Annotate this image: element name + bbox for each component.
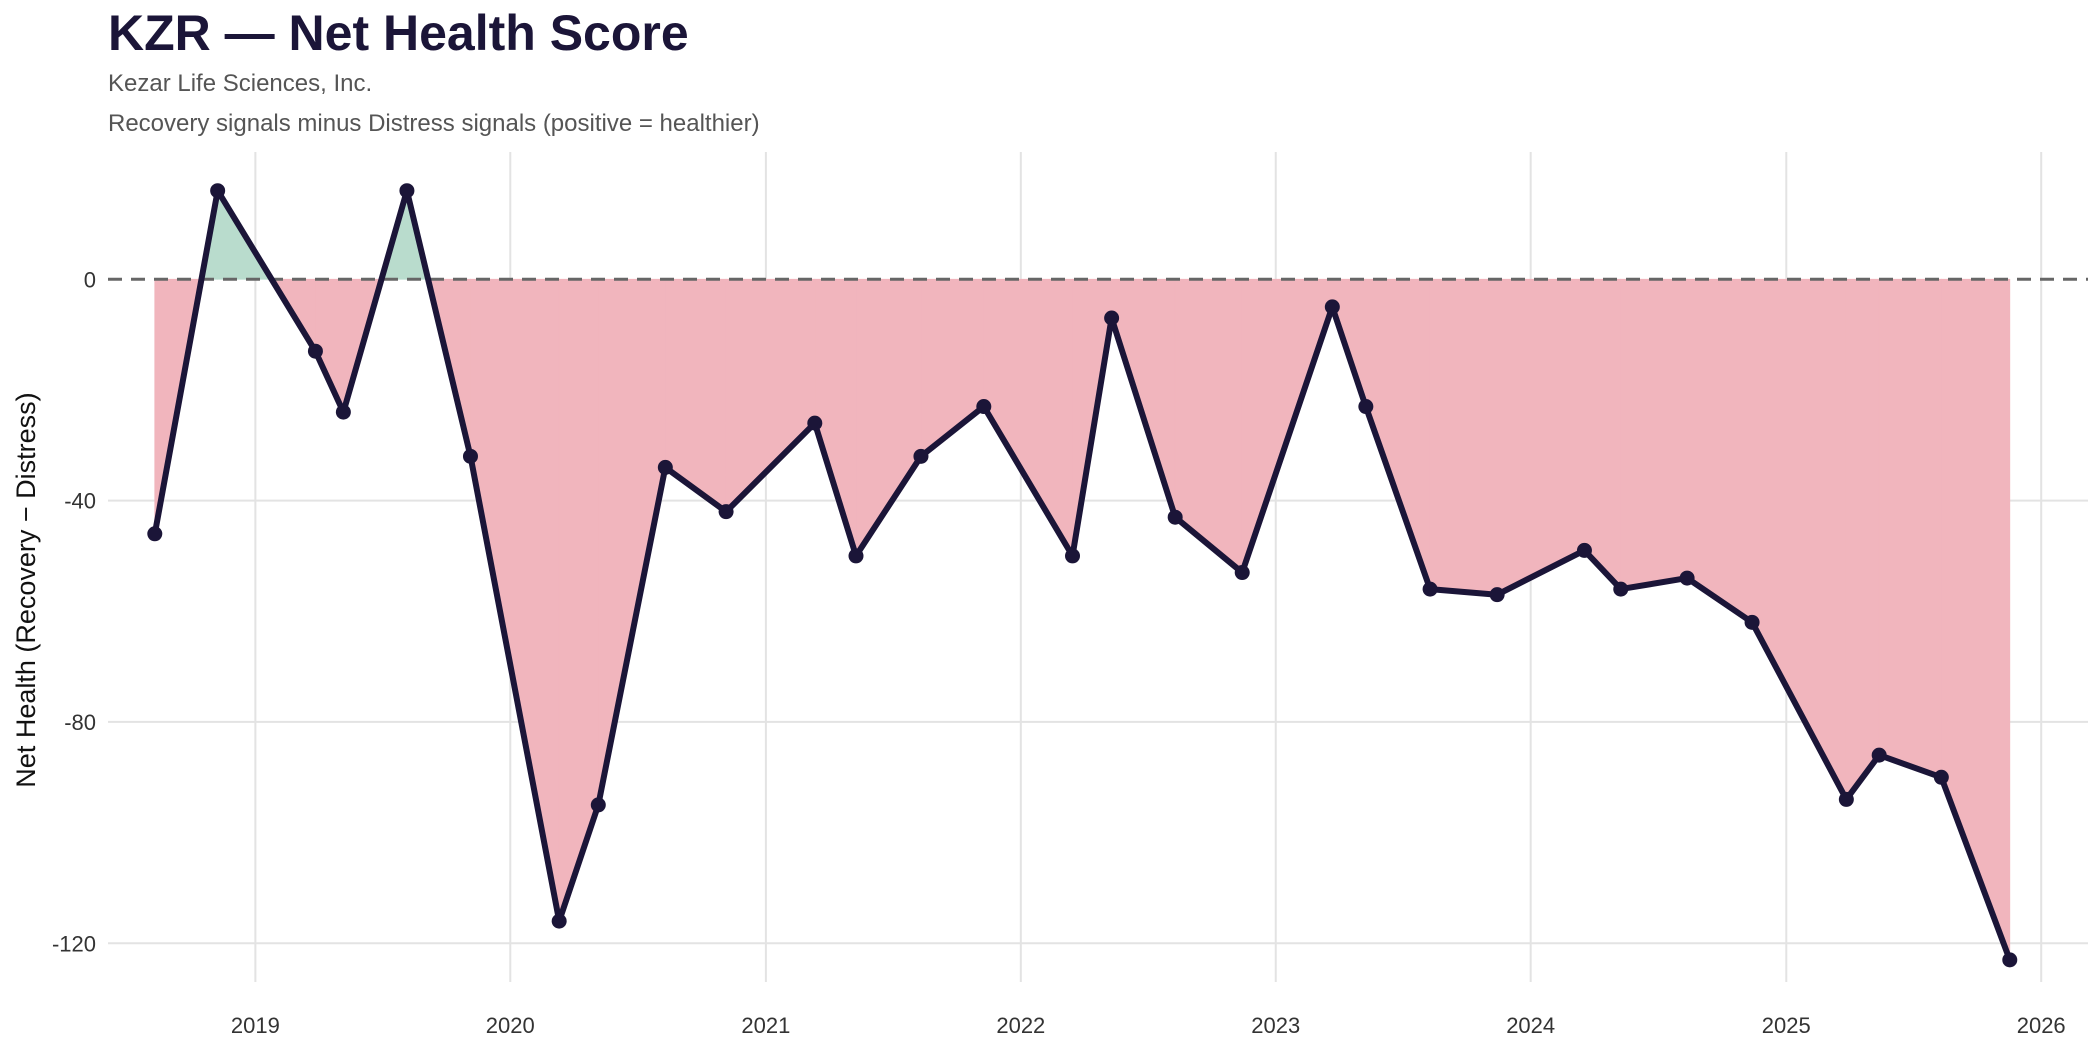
data-point bbox=[657, 459, 673, 475]
chart-description: Recovery signals minus Distress signals … bbox=[108, 110, 760, 137]
y-tick-label: 0 bbox=[84, 267, 96, 292]
y-tick-label: -40 bbox=[64, 489, 96, 514]
data-point bbox=[1744, 614, 1760, 630]
data-point bbox=[807, 415, 823, 431]
data-point bbox=[1065, 548, 1081, 564]
y-tick-label: -80 bbox=[64, 710, 96, 735]
x-tick-label: 2019 bbox=[231, 1013, 280, 1038]
x-tick-label: 2022 bbox=[996, 1013, 1045, 1038]
distress-area bbox=[983, 278, 1073, 558]
data-point bbox=[976, 399, 992, 415]
data-point bbox=[913, 448, 929, 464]
distress-area bbox=[1429, 278, 1498, 596]
series-line bbox=[151, 187, 2013, 963]
data-points bbox=[147, 183, 2018, 968]
area-fills bbox=[154, 189, 2011, 961]
data-point bbox=[335, 404, 351, 420]
y-tick-label: -120 bbox=[52, 931, 96, 956]
data-point bbox=[1234, 565, 1250, 581]
data-point bbox=[1489, 587, 1505, 603]
x-tick-label: 2023 bbox=[1251, 1013, 1300, 1038]
distress-area bbox=[1845, 278, 1880, 801]
x-tick-label: 2020 bbox=[486, 1013, 535, 1038]
data-point bbox=[462, 448, 478, 464]
data-point bbox=[1933, 769, 1949, 785]
x-tick-label: 2024 bbox=[1506, 1013, 1555, 1038]
data-point bbox=[1613, 581, 1629, 597]
data-point bbox=[1167, 509, 1183, 525]
x-tick-label: 2021 bbox=[741, 1013, 790, 1038]
distress-area bbox=[597, 278, 666, 806]
data-point bbox=[848, 548, 864, 564]
x-tick-label: 2025 bbox=[1762, 1013, 1811, 1038]
y-axis-label: Net Health (Recovery − Distress) bbox=[11, 392, 41, 787]
distress-area bbox=[1686, 278, 1753, 624]
chart-title: KZR — Net Health Score bbox=[108, 5, 689, 61]
distress-area bbox=[855, 278, 922, 558]
distress-area bbox=[1620, 278, 1688, 590]
data-point bbox=[1679, 570, 1695, 586]
company-name: Kezar Life Sciences, Inc. bbox=[108, 70, 373, 97]
data-point bbox=[718, 504, 734, 520]
data-point bbox=[1871, 747, 1887, 763]
data-point bbox=[307, 343, 323, 359]
distress-area bbox=[1496, 278, 1585, 596]
data-point bbox=[590, 797, 606, 813]
data-point bbox=[1576, 542, 1592, 558]
x-tick-label: 2026 bbox=[2017, 1013, 2066, 1038]
data-point bbox=[1358, 399, 1374, 415]
data-point bbox=[147, 526, 163, 542]
y-axis-ticks: 0 -40 -80 -120 bbox=[52, 267, 96, 956]
net-health-line bbox=[151, 187, 2013, 963]
x-axis-ticks: 2019 2020 2021 2022 2023 2024 2025 2026 bbox=[231, 1013, 2066, 1038]
distress-area bbox=[1584, 278, 1622, 591]
distress-area bbox=[725, 278, 816, 513]
data-point bbox=[1104, 310, 1120, 326]
distress-area bbox=[1878, 278, 1942, 778]
data-point bbox=[1324, 299, 1340, 315]
distress-area bbox=[1940, 278, 2011, 961]
data-point bbox=[2002, 952, 2018, 968]
data-point bbox=[210, 183, 226, 199]
data-point bbox=[1422, 581, 1438, 597]
distress-area bbox=[814, 278, 857, 557]
data-point bbox=[399, 183, 415, 199]
data-point bbox=[551, 913, 567, 929]
data-point bbox=[1838, 791, 1854, 807]
distress-area bbox=[470, 278, 560, 922]
